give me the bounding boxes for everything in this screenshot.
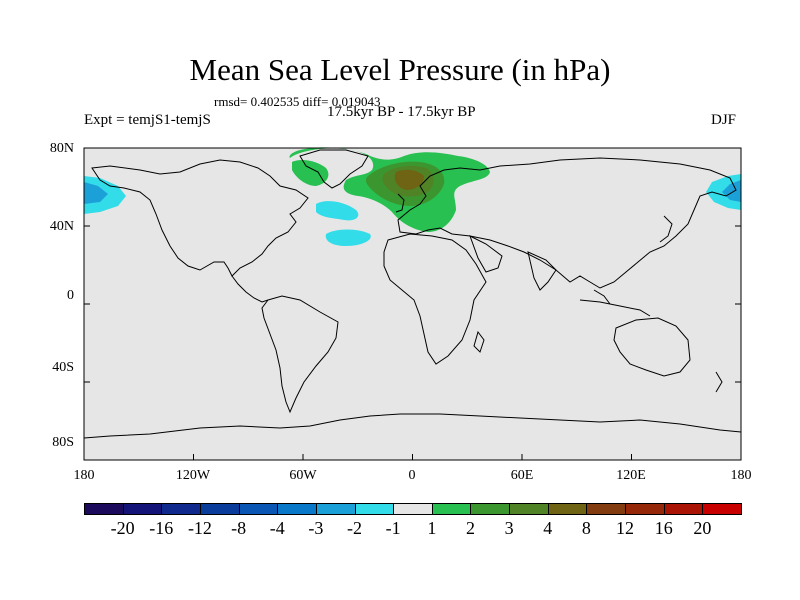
colorbar-swatch [431, 503, 472, 515]
colorbar-swatch [509, 503, 549, 515]
x-tick-label: 60W [289, 468, 317, 483]
y-tick-label: 40N [49, 219, 74, 234]
colorbar-swatch [393, 503, 433, 515]
coast-new-zealand [715, 371, 723, 393]
period-label: 17.5kyr BP - 17.5kyr BP [327, 104, 476, 120]
colorbar-label: 3 [504, 518, 514, 538]
x-tick-label: 60E [510, 468, 534, 483]
y-tick-label: 80S [52, 435, 74, 450]
anomaly-atlantic-south [325, 229, 371, 246]
season-label: DJF [711, 112, 737, 128]
colorbar-label: -4 [269, 518, 285, 538]
axis-ticks [83, 147, 742, 461]
anomaly-greenland-west [292, 160, 329, 186]
y-tick-label: 40S [52, 360, 74, 375]
colorbar-label: 16 [654, 518, 673, 538]
anomaly-core-olive-2 [394, 169, 424, 190]
x-tick-label: 120W [175, 468, 211, 483]
coast-central-america [231, 275, 269, 303]
experiment-label: Expt = temjS1-temjS [84, 112, 211, 128]
x-tick-label: 0 [408, 468, 416, 483]
colorbar-swatch [199, 503, 240, 515]
coast-antarctica [83, 413, 742, 439]
x-tick-label: 180 [730, 468, 752, 483]
coast-indonesia [579, 299, 651, 317]
colorbar-swatch [547, 503, 588, 515]
colorbar-label: -16 [149, 518, 174, 538]
colorbar-swatch [122, 503, 163, 515]
colorbar-swatch [238, 503, 279, 515]
colorbar-label: -12 [187, 518, 212, 538]
x-tick-label: 120E [616, 468, 646, 483]
anomaly-shading [84, 147, 741, 246]
colorbar-label: 2 [465, 518, 475, 538]
colorbar-label: 1 [427, 518, 437, 538]
colorbar-label: 8 [581, 518, 591, 538]
coast-greenland [299, 149, 369, 189]
coast-south-america [261, 295, 339, 414]
colorbar-swatch [315, 503, 356, 515]
colorbar-label: -8 [231, 518, 247, 538]
coast-north-america [91, 159, 309, 277]
anomaly-pacific-east-core [722, 180, 741, 202]
coast-africa [383, 233, 487, 365]
coast-eurasia [397, 157, 737, 289]
colorbar-swatch [702, 503, 742, 515]
coast-indonesia-2 [593, 289, 611, 305]
anomaly-atlantic-north [316, 201, 359, 221]
colorbar-swatch [354, 503, 395, 515]
colorbar-label: -3 [308, 518, 324, 538]
coast-australia [613, 317, 691, 377]
colorbar-swatch [663, 503, 704, 515]
coast-japan [659, 215, 673, 243]
colorbar-label: 4 [543, 518, 553, 538]
colorbar-swatch [277, 503, 317, 515]
anomaly-pacific-west-core [84, 182, 108, 204]
coastlines [83, 149, 742, 439]
y-tick-label: 80N [49, 141, 74, 156]
colorbar-swatch [586, 503, 627, 515]
colorbar-label: 12 [616, 518, 635, 538]
colorbar-swatch [625, 503, 665, 515]
colorbar-swatch [470, 503, 511, 515]
y-tick-label: 0 [67, 288, 74, 303]
coast-arabia [469, 234, 503, 273]
colorbar-label: -20 [110, 518, 135, 538]
x-tick-label: 180 [73, 468, 95, 483]
colorbar-label: -1 [385, 518, 401, 538]
colorbar-swatch [161, 503, 201, 515]
rmsd-diff-stats: rmsd= 0.402535 diff= 0.019043 [214, 94, 381, 109]
map-title: Mean Sea Level Pressure (in hPa) [189, 52, 611, 87]
coast-uk [395, 193, 405, 213]
colorbar-label: -2 [347, 518, 363, 538]
colorbar-swatch [84, 503, 124, 515]
coast-india [527, 251, 557, 291]
coast-madagascar [473, 330, 485, 353]
colorbar-label: 20 [693, 518, 712, 538]
